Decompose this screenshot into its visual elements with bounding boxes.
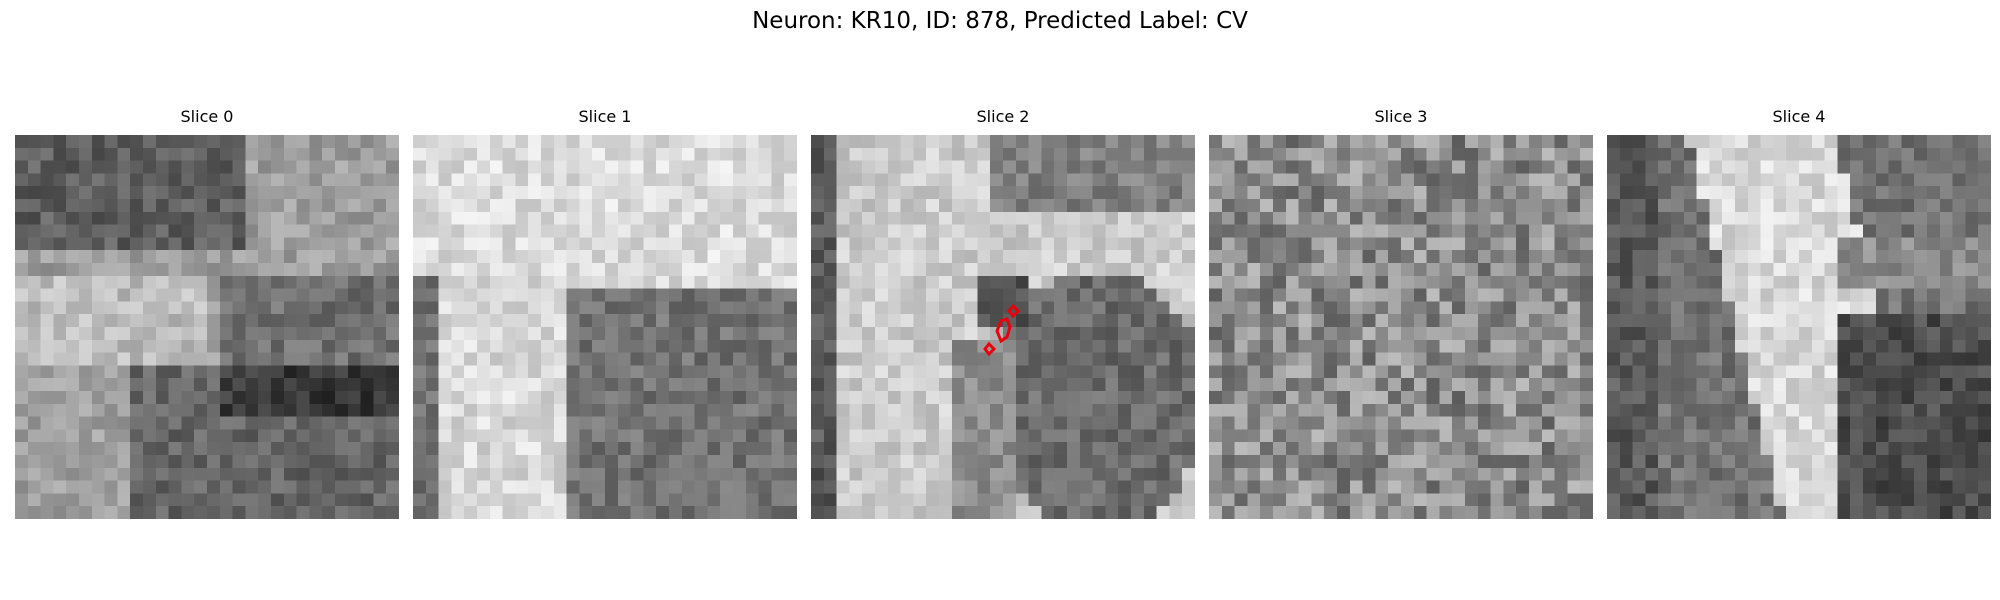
figure-title: Neuron: KR10, ID: 878, Predicted Label: … bbox=[752, 8, 1248, 34]
slice-image-4 bbox=[1607, 135, 1991, 519]
slice-panel-3: Slice 3 bbox=[1209, 107, 1593, 519]
slice-image-1 bbox=[413, 135, 797, 519]
slice-title: Slice 3 bbox=[1374, 107, 1428, 126]
slice-panel-1: Slice 1 bbox=[413, 107, 797, 519]
slice-image-2 bbox=[811, 135, 1195, 519]
slice-image-3 bbox=[1209, 135, 1593, 519]
slice-image-0 bbox=[15, 135, 399, 519]
slice-title: Slice 0 bbox=[180, 107, 234, 126]
slice-panel-4: Slice 4 bbox=[1607, 107, 1991, 519]
slice-panel-0: Slice 0 bbox=[15, 107, 399, 519]
slice-title: Slice 4 bbox=[1772, 107, 1826, 126]
slice-title: Slice 1 bbox=[578, 107, 632, 126]
slice-title: Slice 2 bbox=[976, 107, 1030, 126]
slice-panel-2: Slice 2 bbox=[811, 107, 1195, 519]
